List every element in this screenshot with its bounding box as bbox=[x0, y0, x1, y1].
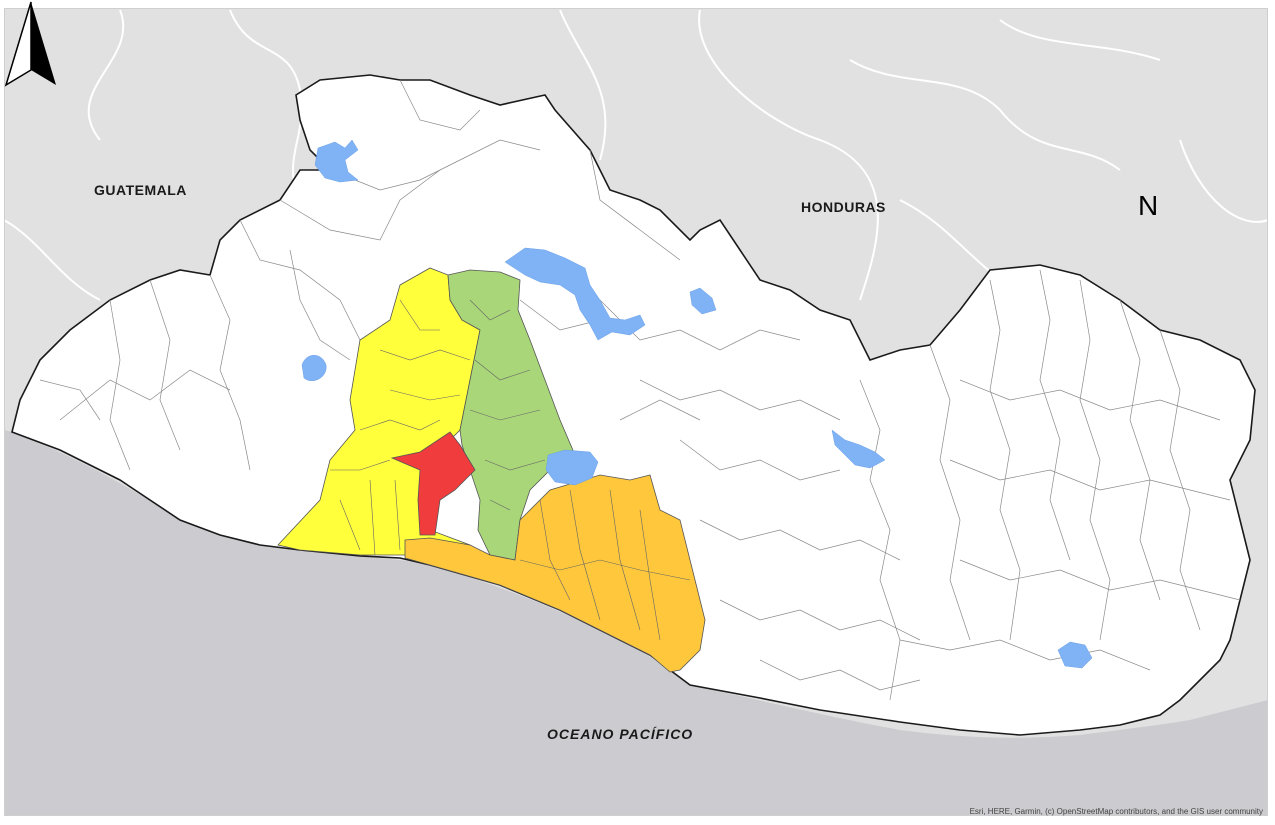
north-arrow-icon bbox=[4, 1, 56, 87]
lake-coatepeque bbox=[301, 355, 327, 381]
label-ocean: OCEANO PACÍFICO bbox=[547, 726, 694, 742]
ocean-area bbox=[4, 430, 1268, 816]
lake-suchitlan bbox=[504, 247, 646, 341]
highlighted-regions bbox=[277, 267, 706, 673]
municipal-boundaries bbox=[39, 79, 1241, 701]
north-label: N bbox=[1138, 190, 1159, 221]
lake-15-septiembre bbox=[831, 429, 886, 469]
lake-ilopango bbox=[545, 449, 599, 486]
lake-olomega bbox=[1057, 641, 1093, 669]
label-honduras: HONDURAS bbox=[801, 199, 886, 215]
label-guatemala: GUATEMALA bbox=[94, 182, 187, 198]
lake-cerron-grande-east bbox=[689, 287, 717, 315]
lake-guija bbox=[314, 139, 359, 183]
region-orange[interactable] bbox=[404, 474, 706, 673]
map-attribution: Esri, HERE, Garmin, (c) OpenStreetMap co… bbox=[969, 807, 1263, 816]
lakes bbox=[301, 139, 1093, 669]
neighbor-boundaries bbox=[3, 9, 1269, 301]
region-red[interactable] bbox=[390, 431, 476, 536]
